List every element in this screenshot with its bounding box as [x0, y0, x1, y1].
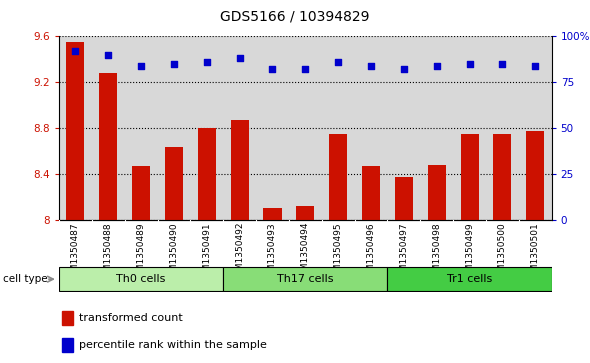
Bar [99, 73, 117, 220]
Bar [191, 36, 223, 220]
Bar [395, 177, 413, 220]
Bar [461, 134, 478, 220]
Text: GSM1350489: GSM1350489 [137, 222, 146, 282]
Text: GDS5166 / 10394829: GDS5166 / 10394829 [220, 9, 370, 23]
Bar [124, 36, 158, 220]
Text: GSM1350497: GSM1350497 [399, 222, 408, 282]
Point [432, 63, 441, 69]
Bar [61, 338, 73, 352]
Text: transformed count: transformed count [78, 313, 182, 323]
Bar [256, 36, 289, 220]
Point [366, 63, 376, 69]
Text: GSM1350488: GSM1350488 [104, 222, 113, 282]
Point [300, 66, 310, 72]
Point [465, 61, 474, 67]
Point [71, 48, 80, 54]
Bar [519, 36, 552, 220]
FancyBboxPatch shape [388, 268, 552, 291]
Point [268, 66, 277, 72]
Point [103, 52, 113, 57]
Point [333, 59, 343, 65]
Bar [264, 208, 281, 220]
FancyBboxPatch shape [223, 268, 388, 291]
Bar [92, 36, 124, 220]
Bar [198, 128, 216, 220]
Bar [486, 36, 519, 220]
Bar [223, 36, 256, 220]
Bar [132, 166, 150, 220]
Text: GSM1350491: GSM1350491 [202, 222, 211, 282]
Point [136, 63, 146, 69]
Text: GSM1350490: GSM1350490 [169, 222, 178, 282]
Bar [388, 36, 420, 220]
Point [530, 63, 540, 69]
Point [497, 61, 507, 67]
Text: GSM1350494: GSM1350494 [301, 222, 310, 282]
Point [399, 66, 408, 72]
Text: cell type: cell type [3, 274, 48, 284]
Text: Th0 cells: Th0 cells [116, 274, 166, 284]
Bar [420, 36, 453, 220]
Text: GSM1350492: GSM1350492 [235, 222, 244, 282]
Text: GSM1350487: GSM1350487 [71, 222, 80, 282]
Bar [165, 147, 183, 220]
Bar [231, 120, 248, 220]
Bar [322, 36, 355, 220]
Bar [67, 42, 84, 220]
Text: GSM1350499: GSM1350499 [465, 222, 474, 282]
Text: Tr1 cells: Tr1 cells [447, 274, 492, 284]
Bar [428, 164, 445, 220]
Bar [61, 311, 73, 325]
Bar [362, 166, 380, 220]
Text: GSM1350495: GSM1350495 [334, 222, 343, 282]
Text: GSM1350498: GSM1350498 [432, 222, 441, 282]
Bar [355, 36, 388, 220]
Text: Th17 cells: Th17 cells [277, 274, 333, 284]
Bar [289, 36, 322, 220]
Text: GSM1350501: GSM1350501 [531, 222, 540, 283]
Bar [59, 36, 92, 220]
Bar [453, 36, 486, 220]
Text: percentile rank within the sample: percentile rank within the sample [78, 340, 267, 350]
Bar [296, 206, 314, 220]
Text: GSM1350496: GSM1350496 [366, 222, 375, 282]
Bar [526, 131, 544, 220]
Bar [329, 134, 347, 220]
Point [169, 61, 179, 67]
FancyBboxPatch shape [59, 268, 223, 291]
Point [235, 56, 244, 61]
Bar [493, 134, 512, 220]
Point [202, 59, 211, 65]
Text: GSM1350500: GSM1350500 [498, 222, 507, 283]
Text: GSM1350493: GSM1350493 [268, 222, 277, 282]
Bar [158, 36, 191, 220]
